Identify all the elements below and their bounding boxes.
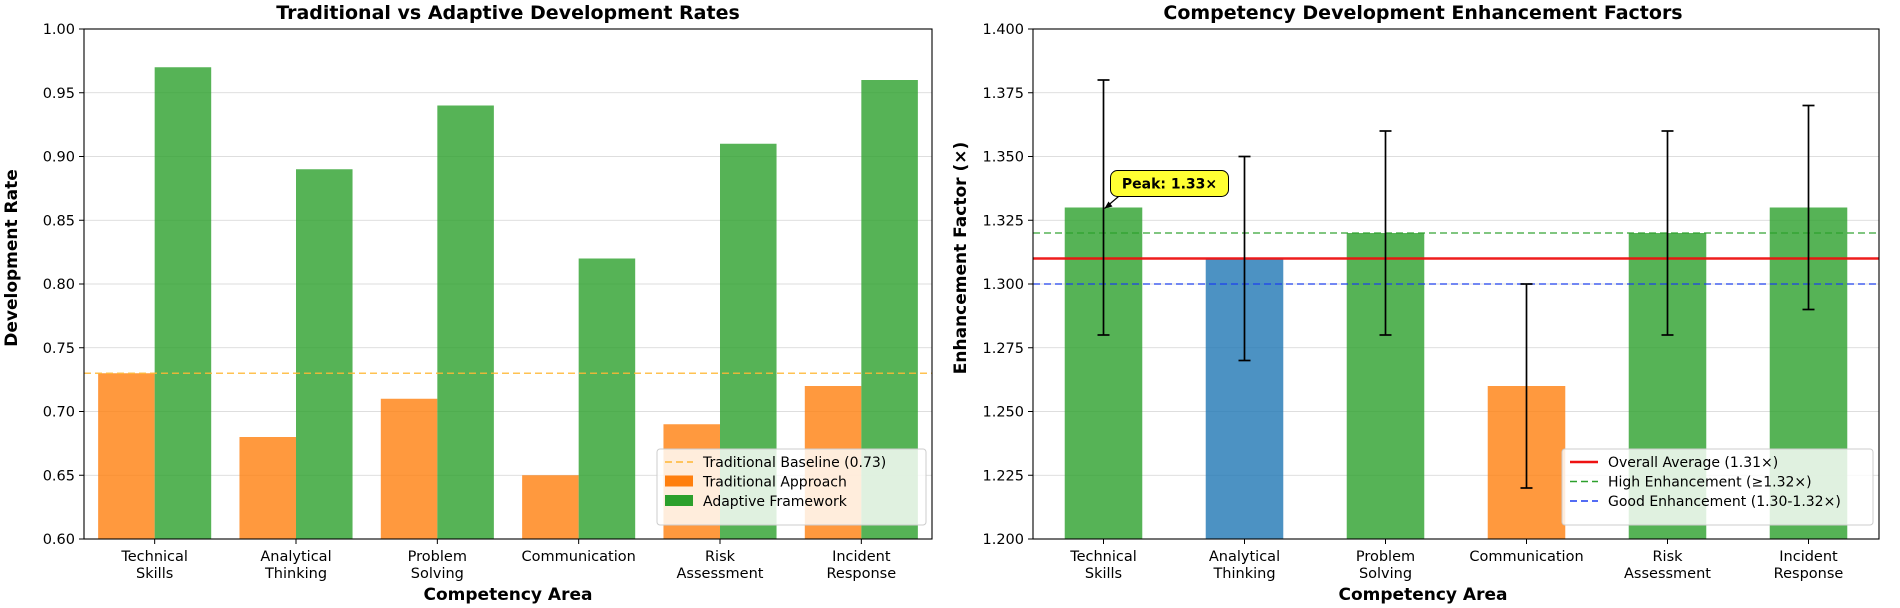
right-peak-label: Peak: 1.33× (1122, 177, 1217, 193)
left-ytick-label: 0.80 (43, 277, 75, 293)
left-chart: Traditional vs Adaptive Development Rate… (2, 2, 933, 605)
right-ytick-label: 1.350 (982, 150, 1024, 166)
right-plot-frame (1032, 28, 1880, 540)
left-xtick-label: Technical Skills (120, 549, 188, 582)
right-chart: Competency Development Enhancement Facto… (951, 2, 1880, 605)
left-ytick-label: 1.00 (43, 22, 75, 38)
right-xtick-label: Analytical Thinking (1209, 549, 1280, 582)
right-peak-arrowhead (1104, 201, 1113, 209)
right-ytick-label: 1.400 (982, 22, 1024, 38)
right-legend: Overall Average (1.31×) High Enhancement … (1561, 448, 1874, 526)
left-legend-frame (656, 448, 927, 526)
right-chart-xlabel: Competency Area (1339, 585, 1508, 605)
left-bar-traditional (239, 437, 296, 539)
right-legend-frame (1561, 448, 1874, 526)
left-xtick-label: Risk Assessment (677, 549, 764, 582)
left-bar-adaptive (154, 67, 212, 539)
left-bar-adaptive (437, 105, 494, 539)
right-legend-label: High Enhancement (≥1.32×) (1608, 475, 1812, 491)
left-plot-frame (83, 28, 933, 540)
left-bar-traditional (522, 475, 579, 539)
left-ytick-label: 0.60 (43, 532, 75, 548)
left-legend: Traditional Baseline (0.73) Traditional A… (656, 448, 927, 526)
left-bar-adaptive (578, 258, 636, 539)
right-xtick-label: Problem Solving (1356, 549, 1415, 582)
left-legend-swatch (665, 475, 693, 487)
left-xtick-label: Communication (522, 549, 636, 565)
left-bar-traditional (98, 373, 155, 539)
left-xtick-label: Analytical Thinking (260, 549, 331, 582)
right-ytick-label: 1.250 (982, 405, 1024, 421)
right-ytick-label: 1.300 (982, 277, 1024, 293)
left-legend-label: Traditional Approach (702, 475, 847, 491)
right-xtick-label: Risk Assessment (1624, 549, 1711, 582)
right-legend-label: Overall Average (1.31×) (1608, 455, 1778, 471)
right-chart-ylabel: Enhancement Factor (×) (951, 142, 971, 374)
left-ytick-label: 0.85 (43, 213, 75, 229)
left-ytick-label: 0.75 (43, 341, 75, 357)
left-legend-label: Adaptive Framework (703, 494, 848, 510)
left-legend-label: Traditional Baseline (0.73) (702, 455, 886, 471)
left-ytick-label: 0.70 (43, 405, 75, 421)
right-chart-title: Competency Development Enhancement Facto… (1163, 2, 1682, 24)
left-xtick-label: Incident Response (827, 549, 897, 582)
left-chart-ylabel: Development Rate (2, 169, 22, 347)
left-legend-swatch (665, 495, 693, 506)
left-ytick-label: 0.65 (43, 468, 75, 484)
right-xtick-label: Technical Skills (1069, 549, 1137, 582)
right-peak-box (1110, 170, 1229, 197)
left-ytick-label: 0.90 (43, 150, 75, 166)
right-ytick-label: 1.225 (982, 468, 1024, 484)
left-xtick-label: Problem Solving (408, 549, 467, 582)
right-ytick-label: 1.325 (982, 213, 1024, 229)
left-ytick-label: 0.95 (43, 86, 75, 102)
right-ytick-label: 1.375 (982, 86, 1024, 102)
right-xtick-label: Communication (1469, 549, 1583, 565)
right-legend-label: Good Enhancement (1.30-1.32×) (1608, 494, 1841, 510)
right-ytick-label: 1.200 (982, 532, 1024, 548)
right-ytick-label: 1.275 (982, 341, 1024, 357)
left-chart-title: Traditional vs Adaptive Development Rate… (276, 2, 740, 24)
left-bar-adaptive (296, 169, 353, 539)
left-chart-xlabel: Competency Area (424, 585, 593, 605)
left-bar-traditional (380, 398, 438, 539)
right-xtick-label: Incident Response (1774, 549, 1844, 582)
